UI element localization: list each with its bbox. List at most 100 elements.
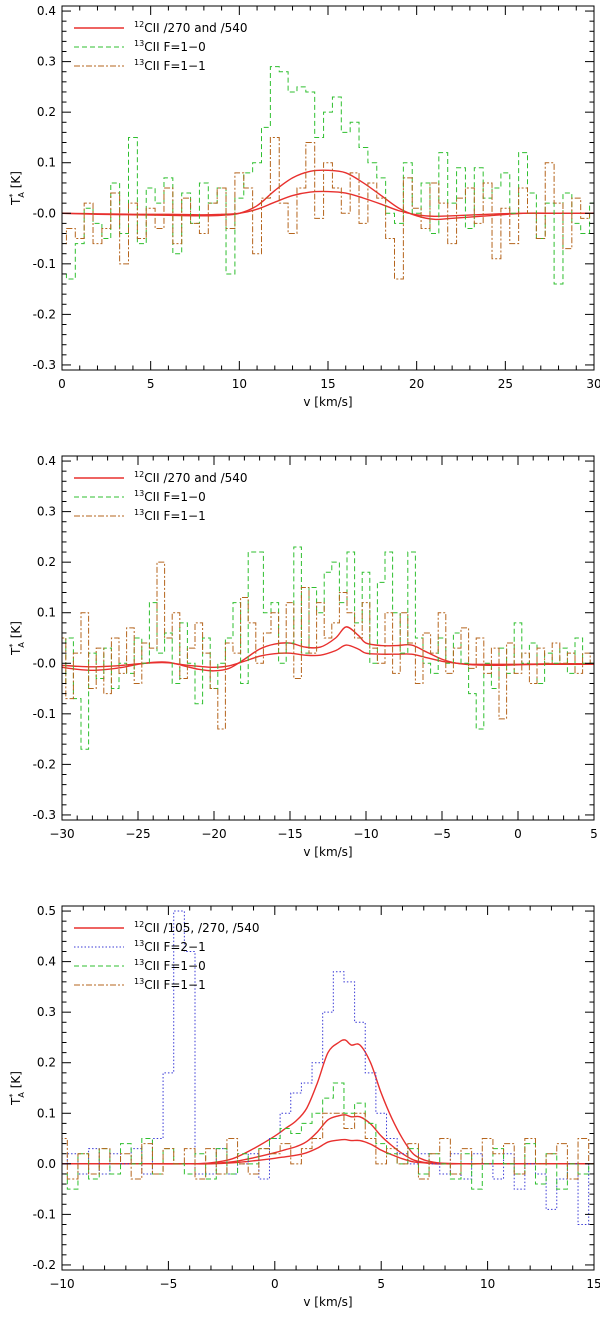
x-axis-label: v [km/s] — [303, 395, 352, 409]
y-tick-label: -0.2 — [33, 307, 56, 321]
y-tick-label: 0.3 — [37, 1005, 56, 1019]
y-axis-label-sup: * — [8, 1094, 17, 1098]
x-tick-label: 0 — [271, 1277, 279, 1291]
series-group — [62, 546, 594, 750]
series-group — [62, 910, 594, 1225]
y-tick-label: 0.3 — [37, 55, 56, 69]
x-tick-label: 0 — [58, 377, 66, 391]
series-line-2 — [62, 546, 594, 750]
legend-label-isotope: 13 — [134, 489, 144, 498]
x-tick-label: −15 — [277, 827, 302, 841]
legend-label-isotope: 12 — [134, 920, 144, 929]
chart-panel-middle: −30 −25 −20 −15 −10 −5 0 5 -0.3 -0.2 -0.1 -0.0 0.1 0.… — [8, 454, 598, 859]
x-axis-label: v [km/s] — [303, 1295, 352, 1309]
x-tick-label: −5 — [433, 827, 451, 841]
legend-label-isotope: 13 — [134, 508, 144, 517]
y-tick-label: 0.4 — [37, 4, 56, 18]
legend-label-text: CII F=1−0 — [144, 40, 206, 54]
y-tick-label: 0.2 — [37, 555, 56, 569]
y-axis-label-sub: A — [17, 1092, 26, 1098]
x-tick-label: 0 — [514, 827, 522, 841]
series-group — [62, 66, 594, 285]
legend-label-text: CII F=2−1 — [144, 940, 206, 954]
y-axis-label: T*A [K] — [8, 171, 26, 206]
legend-label-text: CII /105, /270, /540 — [144, 921, 259, 935]
y-tick-label: -0.0 — [33, 656, 56, 670]
legend-label-isotope: 13 — [134, 977, 144, 986]
legend-label-3: 13CII F=1−1 — [134, 977, 206, 992]
y-axis-label-sup: * — [8, 194, 17, 198]
y-tick-label: 0.2 — [37, 105, 56, 119]
series-line-5 — [62, 1112, 594, 1180]
legend-label-0: 12CII /105, /270, /540 — [134, 920, 260, 935]
legend-label-isotope: 13 — [134, 39, 144, 48]
y-tick-label: 0.4 — [37, 955, 56, 969]
series-line-0 — [62, 169, 594, 221]
x-tick-label: 25 — [498, 377, 513, 391]
series-line-3 — [62, 561, 594, 730]
legend-label-text: CII F=1−1 — [144, 59, 206, 73]
legend-label-1: 13CII F=1−0 — [134, 39, 206, 54]
y-axis-label-unit: [K] — [9, 621, 23, 642]
legend-label-0: 12CII /270 and /540 — [134, 20, 248, 35]
legend-label-2: 13CII F=1−1 — [134, 508, 206, 523]
plot-frame — [61, 455, 595, 821]
y-axis-label-unit: [K] — [9, 171, 23, 192]
y-axis-label-main: T — [9, 647, 23, 656]
chart-panel-top: 0 5 10 15 20 25 30 -0.3 -0.2 -0.1 -0.0 0.1 0.2 0.3 0.4… — [8, 4, 600, 409]
legend-label-text: CII F=1−0 — [144, 490, 206, 504]
x-tick-label: 10 — [232, 377, 247, 391]
chart-panel-bottom: −10 −5 0 5 10 15 -0.2 -0.1 0.0 0.1 0.2 0.3 0.4 0.5 v [… — [8, 904, 600, 1309]
series-line-1 — [62, 190, 594, 218]
x-tick-label: 15 — [320, 377, 335, 391]
y-tick-label: -0.0 — [33, 206, 56, 220]
legend-label-text: CII F=1−1 — [144, 509, 206, 523]
y-tick-label: 0.5 — [37, 904, 56, 918]
x-tick-label: −30 — [49, 827, 74, 841]
legend-label-isotope: 13 — [134, 958, 144, 967]
legend-label-isotope: 13 — [134, 939, 144, 948]
y-tick-label: 0.1 — [37, 1106, 56, 1120]
y-tick-label: 0.1 — [37, 606, 56, 620]
legend-label-2: 13CII F=1−1 — [134, 58, 206, 73]
y-axis-label-main: T — [9, 1097, 23, 1106]
y-tick-label: -0.1 — [33, 707, 56, 721]
y-axis-label-sub: A — [17, 192, 26, 198]
x-tick-label: −25 — [125, 827, 150, 841]
legend-label-isotope: 12 — [134, 470, 144, 479]
y-tick-label: -0.2 — [33, 1258, 56, 1272]
y-tick-label: 0.1 — [37, 156, 56, 170]
series-line-2 — [62, 66, 594, 285]
legend-label-0: 12CII /270 and /540 — [134, 470, 248, 485]
x-tick-label: −10 — [353, 827, 378, 841]
x-axis-label: v [km/s] — [303, 845, 352, 859]
legend-label-text: CII F=1−0 — [144, 959, 206, 973]
x-tick-label: −10 — [49, 1277, 74, 1291]
x-tick-label: −5 — [160, 1277, 178, 1291]
y-tick-label: -0.1 — [33, 1207, 56, 1221]
plot-frame — [61, 905, 595, 1271]
y-axis-label: T*A [K] — [8, 1071, 26, 1106]
x-tick-label: 30 — [586, 377, 600, 391]
legend-label-isotope: 12 — [134, 20, 144, 29]
y-tick-label: -0.3 — [33, 358, 56, 372]
y-axis-label-main: T — [9, 197, 23, 206]
y-tick-label: 0.2 — [37, 1056, 56, 1070]
series-line-3 — [62, 136, 594, 280]
y-tick-label: 0.4 — [37, 454, 56, 468]
legend-label-isotope: 13 — [134, 58, 144, 67]
y-tick-label: -0.2 — [33, 757, 56, 771]
y-tick-label: 0.3 — [37, 505, 56, 519]
legend-label-2: 13CII F=1−0 — [134, 958, 206, 973]
legend-label-text: CII F=1−1 — [144, 978, 206, 992]
y-axis-label-sub: A — [17, 642, 26, 648]
y-tick-label: -0.1 — [33, 257, 56, 271]
y-axis-label-sup: * — [8, 644, 17, 648]
series-line-3 — [62, 910, 594, 1225]
y-axis-label: T*A [K] — [8, 621, 26, 656]
y-axis-label-unit: [K] — [9, 1071, 23, 1092]
